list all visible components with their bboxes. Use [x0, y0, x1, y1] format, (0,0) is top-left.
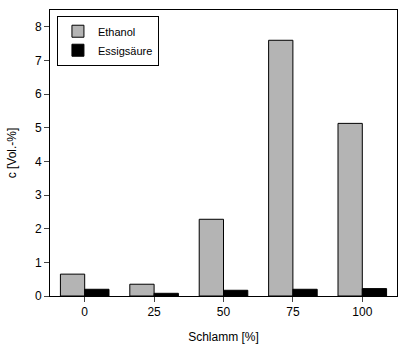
svg-text:50: 50: [217, 305, 231, 319]
svg-text:8: 8: [35, 20, 42, 34]
svg-text:0: 0: [35, 289, 42, 303]
svg-text:Essigsäure: Essigsäure: [98, 45, 152, 57]
svg-text:5: 5: [35, 121, 42, 135]
svg-text:25: 25: [147, 305, 161, 319]
svg-text:0: 0: [81, 305, 88, 319]
svg-text:3: 3: [35, 188, 42, 202]
svg-text:4: 4: [35, 155, 42, 169]
svg-text:6: 6: [35, 87, 42, 101]
svg-text:Ethanol: Ethanol: [98, 26, 135, 38]
svg-text:1: 1: [35, 256, 42, 270]
svg-text:2: 2: [35, 222, 42, 236]
svg-text:75: 75: [286, 305, 300, 319]
svg-text:100: 100: [352, 305, 372, 319]
svg-text:7: 7: [35, 54, 42, 68]
svg-text:Schlamm [%]: Schlamm [%]: [188, 330, 259, 344]
svg-text:c [Vol.-%]: c [Vol.-%]: [5, 128, 19, 179]
